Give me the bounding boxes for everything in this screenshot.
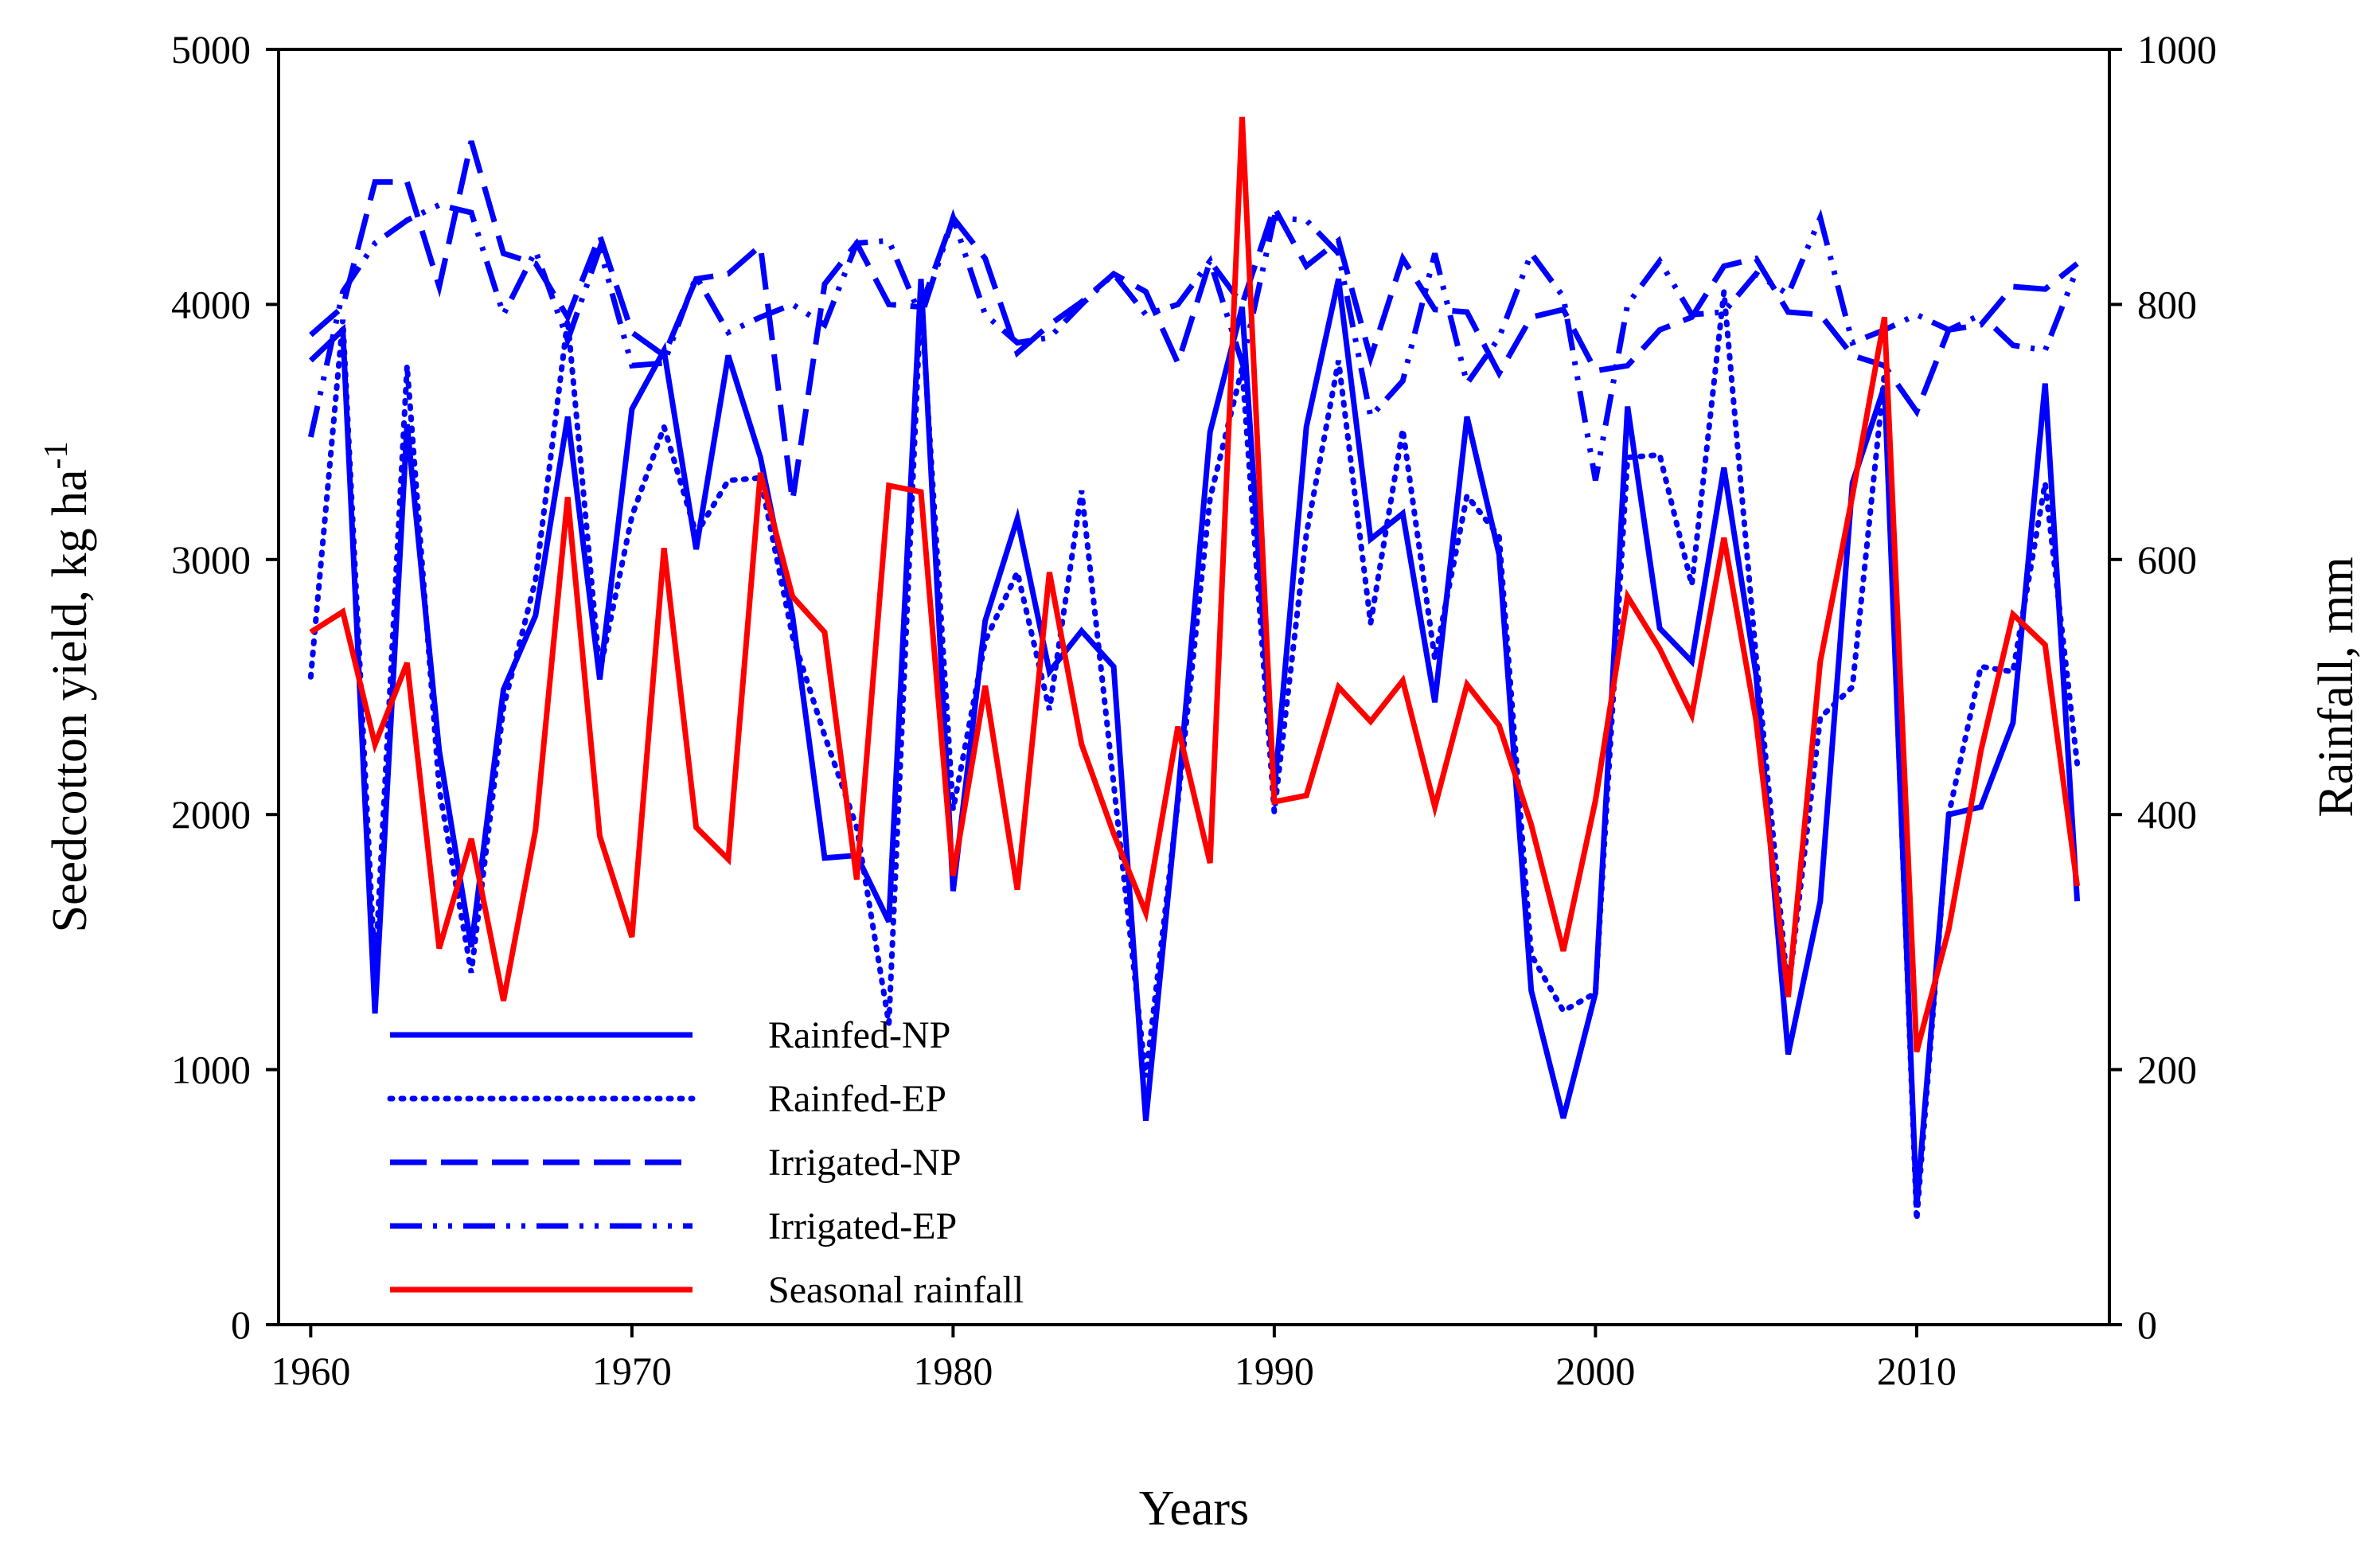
y-left-tick-label: 5000	[171, 27, 251, 72]
y-right-tick-label: 400	[2137, 792, 2197, 837]
legend-item: Rainfed-EP	[390, 1078, 946, 1120]
legend-item: Rainfed-NP	[390, 1014, 950, 1056]
x-tick-label: 1990	[1235, 1349, 1314, 1393]
y-right-tick-label: 1000	[2137, 27, 2217, 72]
legend-label: Seasonal rainfall	[768, 1269, 1024, 1311]
legend: Rainfed-NP Rainfed-EP Irrigated-NP Irrigate…	[390, 1014, 1024, 1311]
legend-label: Rainfed-EP	[768, 1078, 946, 1120]
y-right-tick-label: 200	[2137, 1048, 2197, 1092]
y-left-axis-title-text: Seedcotton yield, kg ha	[43, 470, 97, 933]
x-tick-label: 2000	[1555, 1349, 1635, 1393]
series-line	[310, 205, 2077, 480]
y-left-tick-label: 2000	[171, 792, 251, 837]
x-tick-label: 1970	[592, 1349, 672, 1393]
y-left-axis-title: Seedcotton yield, kg ha-1	[38, 442, 97, 933]
series-layer	[310, 117, 2077, 1220]
legend-label: Rainfed-NP	[768, 1014, 950, 1056]
legend-item: Irrigated-EP	[390, 1205, 957, 1247]
x-axis-title: Years	[1139, 1482, 1249, 1536]
y-left-tick-label: 0	[231, 1302, 251, 1347]
legend-label: Irrigated-NP	[768, 1142, 962, 1184]
legend-item: Seasonal rainfall	[390, 1269, 1024, 1311]
y-right-axis-title: Rainfall, mm	[2309, 556, 2363, 817]
legend-label: Irrigated-EP	[768, 1205, 957, 1247]
x-tick-label: 1960	[271, 1349, 350, 1393]
y-left-tick-label: 3000	[171, 537, 251, 582]
x-tick-label: 2010	[1877, 1349, 1957, 1393]
legend-item: Irrigated-NP	[390, 1142, 962, 1184]
y-left-tick-label: 1000	[171, 1048, 251, 1092]
x-tick-label: 1980	[913, 1349, 993, 1393]
y-right-tick-label: 600	[2137, 537, 2197, 582]
series-irrigated-ep	[310, 205, 2077, 480]
y-right-tick-label: 0	[2137, 1302, 2157, 1347]
y-left-axis-title-superscript: -1	[38, 442, 75, 470]
y-left-tick-label: 4000	[171, 282, 251, 326]
y-right-tick-label: 800	[2137, 282, 2197, 326]
